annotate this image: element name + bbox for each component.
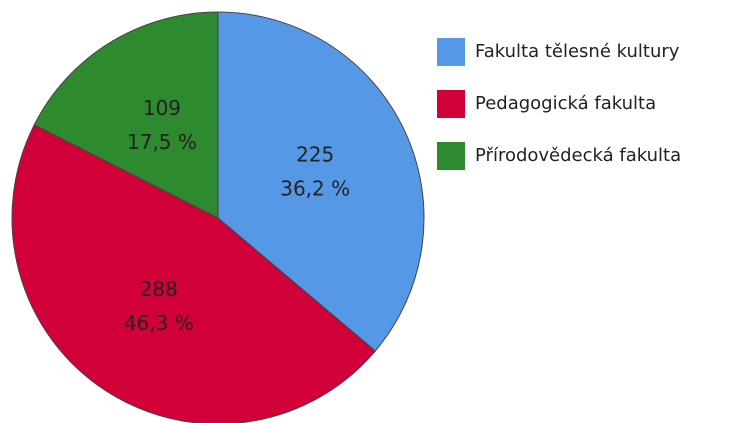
legend-label: Pedagogická fakulta: [475, 93, 656, 114]
percentage-label: 17,5 %: [127, 130, 197, 154]
percentage-label: 46,3 %: [124, 311, 194, 335]
pie-slice: [217, 11, 425, 352]
legend-swatch: [437, 38, 465, 66]
value-label: 225: [296, 142, 334, 166]
percentage-label: 36,2 %: [280, 176, 350, 200]
pie-slice: [11, 124, 376, 423]
pie-slice: [33, 11, 219, 219]
legend-label: Přírodovědecká fakulta: [475, 145, 681, 166]
value-label: 288: [140, 277, 178, 301]
legend-swatch: [437, 90, 465, 118]
legend-label: Fakulta tělesné kultury: [475, 41, 680, 62]
legend-swatch: [437, 142, 465, 170]
value-label: 109: [143, 96, 181, 120]
